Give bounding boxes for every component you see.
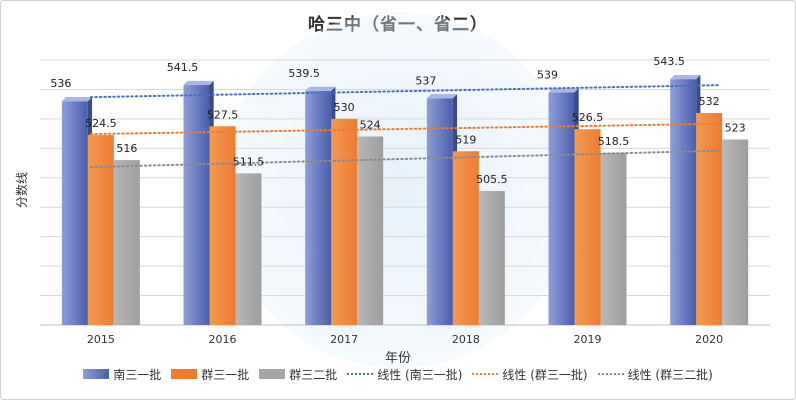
x-tick-2017: 2017 [330,333,358,346]
legend-item-trend-group-first: 线性 (群三一批) [472,366,588,383]
legend-label-group-second: 群三二批 [289,367,338,382]
data-labels: 536 524.5 516 541.5 527.5 511.5 539.5 530 524 537… [50,55,745,186]
data-label-group-first-2016: 527.5 [207,108,239,121]
x-tick-2020: 2020 [695,333,723,346]
bar-top-south-first-2020 [670,74,701,80]
trendline-group-first [89,122,721,136]
x-tick-2018: 2018 [452,333,480,346]
trendline-south-first [89,84,721,99]
bar-top-south-first-2019 [548,88,579,93]
bar-group-second-2015 [113,160,140,325]
bar-group-first-2020 [696,113,723,325]
bar-top-south-first-2018 [426,94,458,99]
legend-label-trend-south-first: 线性 (南三一批) [377,367,463,382]
legend-label-group-first: 群三一批 [201,367,250,382]
grid-lines [40,59,770,326]
data-label-south-first-2020: 543.5 [653,55,685,68]
bar-south-first-2017 [305,90,332,326]
legend-swatch-group-second [259,369,286,379]
data-label-group-second-2016: 511.5 [233,155,265,168]
bar-south-first-2019 [548,92,575,325]
bar-top-south-first-2016 [183,80,214,86]
bar-group-first-2019 [574,129,601,325]
bar-top-south-first-2015 [61,97,93,102]
data-label-south-first-2018: 537 [415,74,436,87]
data-label-group-second-2020: 523 [725,122,746,135]
data-label-group-first-2020: 532 [699,95,720,108]
bar-group-second-2018 [478,191,505,325]
bar-group-first-2018 [452,151,479,325]
legend-swatch-group-first [171,369,198,379]
bar-group-second-2017 [357,136,384,325]
bar-group-first-2015 [87,135,114,325]
legend-item-group-first: 群三一批 [171,366,249,383]
x-tick-2019: 2019 [574,333,602,346]
legend-swatch-trend-group-second [597,373,624,375]
trendline-group-second [89,149,721,169]
watermark-logo [220,12,576,368]
legend: 南三一批 群三一批 群三二批 线性 (南三一批) 线性 (群三一批) 线性 (群… [0,364,796,384]
data-label-group-first-2015: 524.5 [85,117,117,130]
data-label-group-second-2019: 518.5 [598,135,630,148]
bar-group-first-2016 [209,126,236,325]
legend-swatch-south-first [83,369,110,379]
data-label-south-first-2017: 539.5 [288,67,320,80]
legend-item-group-second: 群三二批 [259,366,337,383]
bar-top-south-first-2017 [305,86,336,91]
bar-south-first-2015 [61,101,88,325]
data-label-south-first-2015: 536 [50,77,71,90]
bar-group-second-2016 [235,173,262,325]
legend-label-trend-group-first: 线性 (群三一批) [502,367,588,382]
x-tick-2016: 2016 [209,333,237,346]
data-label-group-second-2018: 505.5 [476,173,508,186]
legend-item-trend-group-second: 线性 (群三二批) [597,366,713,383]
legend-item-trend-south-first: 线性 (南三一批) [347,366,462,383]
bar-group-second-2020 [722,139,749,325]
bar-group-second-2019 [600,152,627,325]
bar-south-first-2016 [183,85,210,326]
legend-item-south-first: 南三一批 [83,366,161,383]
data-label-group-first-2018: 519 [455,133,476,146]
legend-label-trend-group-second: 线性 (群三二批) [627,367,713,382]
x-tick-2015: 2015 [87,333,115,346]
legend-label-south-first: 南三一批 [113,367,162,382]
x-axis-ticks: 2015 2016 2017 2018 2019 2020 [87,333,723,346]
data-label-south-first-2016: 541.5 [167,61,199,74]
data-label-south-first-2019: 539 [537,68,558,81]
legend-swatch-trend-south-first [347,373,374,375]
data-label-group-second-2017: 524 [360,119,381,132]
data-label-group-second-2015: 516 [116,142,137,155]
data-label-group-first-2019: 526.5 [572,111,604,124]
bar-group-first-2017 [331,118,358,325]
bar-south-first-2020 [670,79,697,325]
bar-south-first-2018 [426,98,453,326]
trendlines [89,84,721,169]
y-axis-label: 分数线 [14,172,29,208]
legend-swatch-trend-group-first [472,373,499,375]
data-label-group-first-2017: 530 [334,101,355,114]
x-axis-label: 年份 [385,351,411,366]
